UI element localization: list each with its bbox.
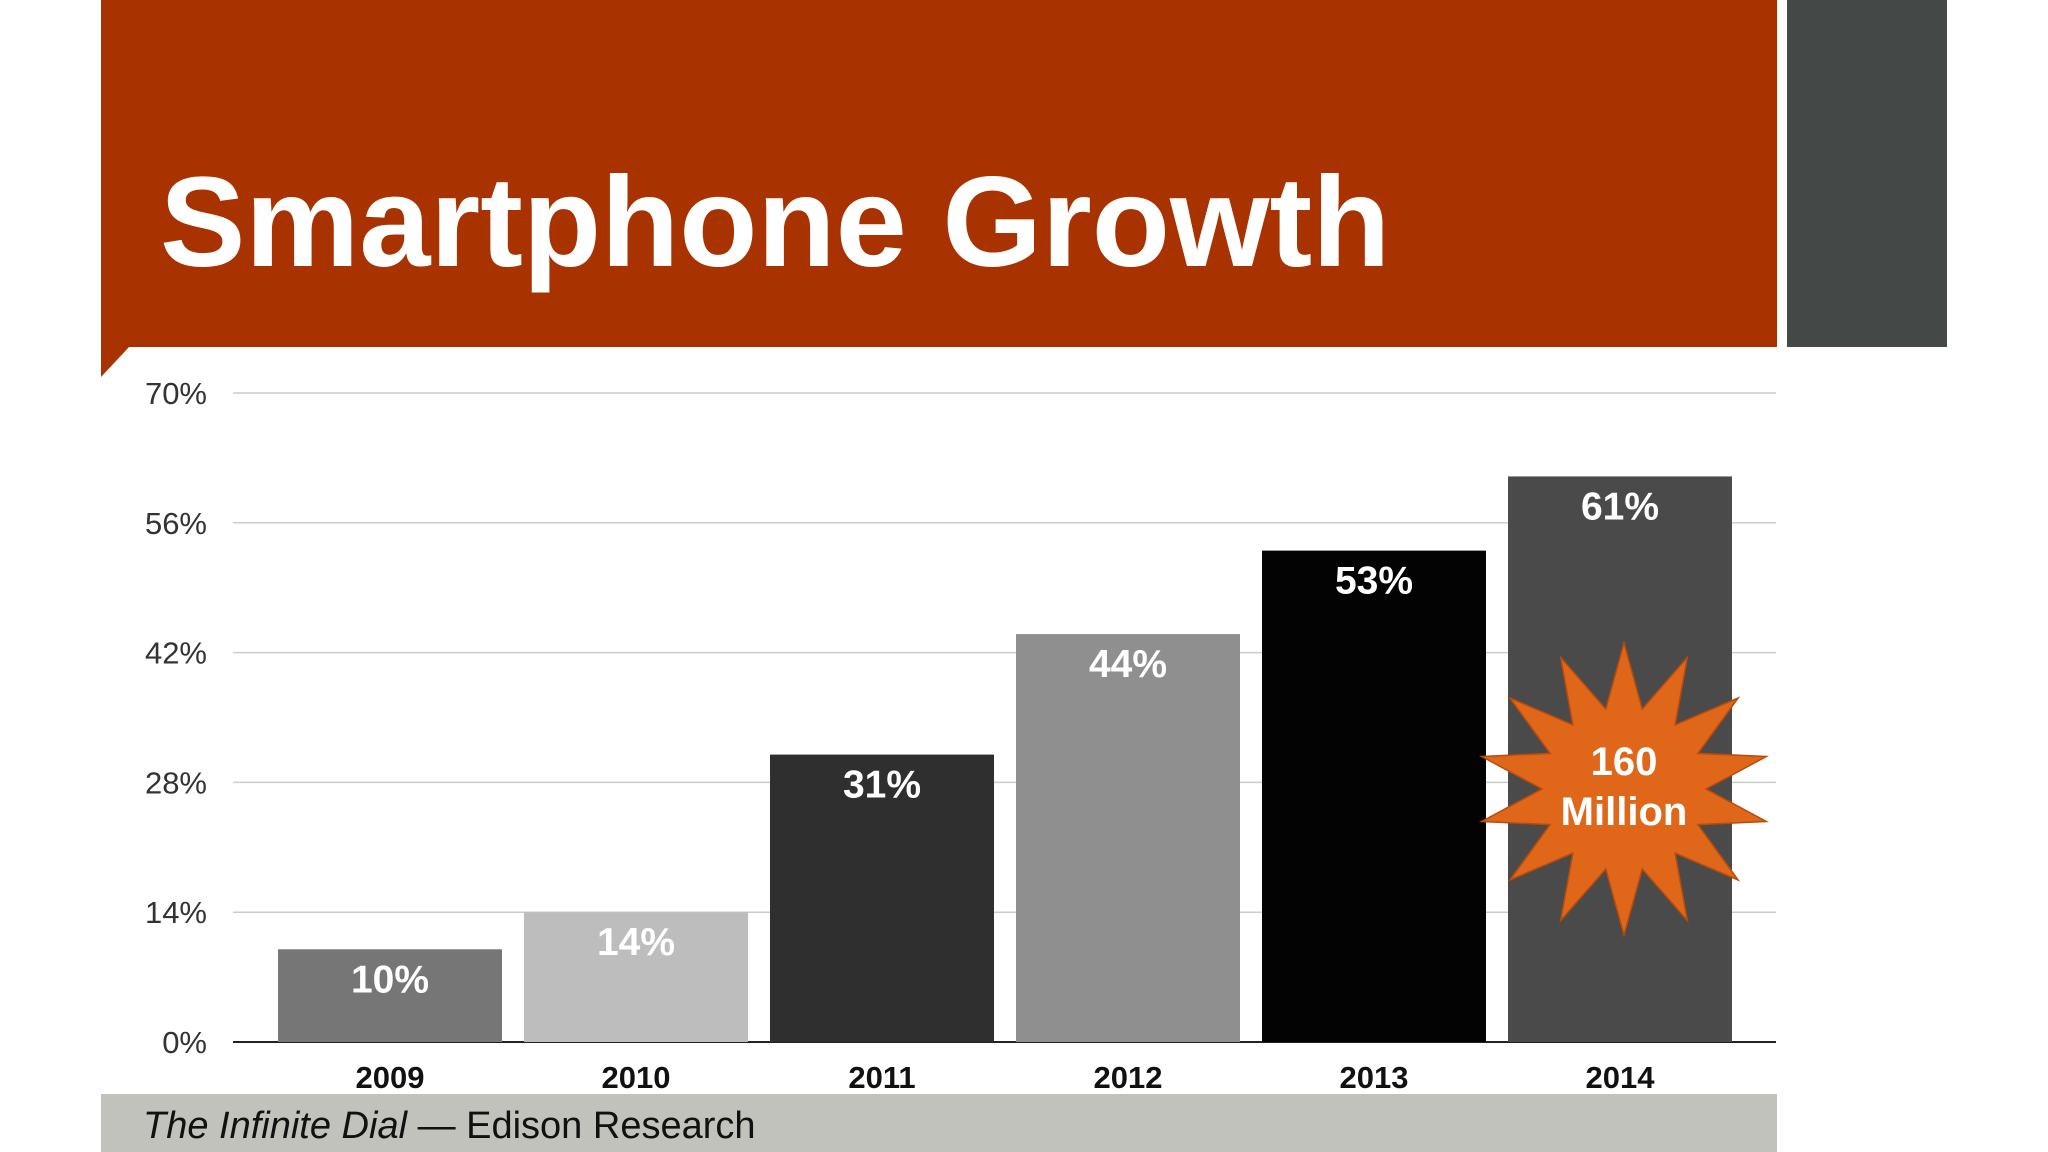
bar-2012 [1016,634,1240,1042]
x-tick-label: 2013 [1340,1060,1409,1095]
starburst-shape [1478,640,1770,938]
y-tick-label: 42% [145,636,207,671]
side-accent-block [1787,0,1947,347]
data-labels: 10% 14% 31% 44% 53% 61% [351,485,1659,1001]
title-band [101,0,1777,347]
data-label: 31% [843,764,921,807]
x-tick-label: 2012 [1094,1060,1163,1095]
data-label: 44% [1089,643,1167,686]
data-label: 14% [597,921,675,964]
footer-source-title: The Infinite Dial [143,1105,408,1147]
y-tick-label: 0% [162,1025,207,1060]
bar-2011 [770,754,994,1042]
title-band-notch [101,347,129,377]
footer-source-publisher: — Edison Research [407,1105,756,1147]
x-tick-label: 2014 [1586,1060,1656,1095]
bar-2013 [1262,550,1486,1042]
y-axis-labels: 0% 14% 28% 42% 56% 70% [145,376,207,1060]
annotation-text: Million [1561,790,1688,834]
y-tick-label: 14% [145,895,207,930]
y-tick-label: 28% [145,765,207,800]
annotation-starburst: 160 Million [1478,640,1770,938]
x-tick-label: 2009 [356,1060,425,1095]
annotations: 160 Million [1478,640,1770,938]
x-tick-label: 2010 [602,1060,671,1095]
bar-2010 [524,912,748,1042]
y-tick-label: 70% [145,376,207,411]
footer-bar [101,1094,1777,1152]
data-label: 61% [1581,485,1659,528]
x-tick-label: 2011 [848,1060,915,1095]
footer-source: The Infinite Dial — Edison Research [143,1102,756,1150]
y-tick-label: 56% [145,506,207,541]
slide-title: Smartphone Growth [160,151,1391,294]
data-label: 53% [1335,560,1413,603]
data-label: 10% [351,958,429,1001]
x-axis-labels: 2009 2010 2011 2012 2013 2014 [356,1060,1656,1095]
annotation-text: 160 [1591,740,1658,784]
bar-2009 [278,949,502,1042]
